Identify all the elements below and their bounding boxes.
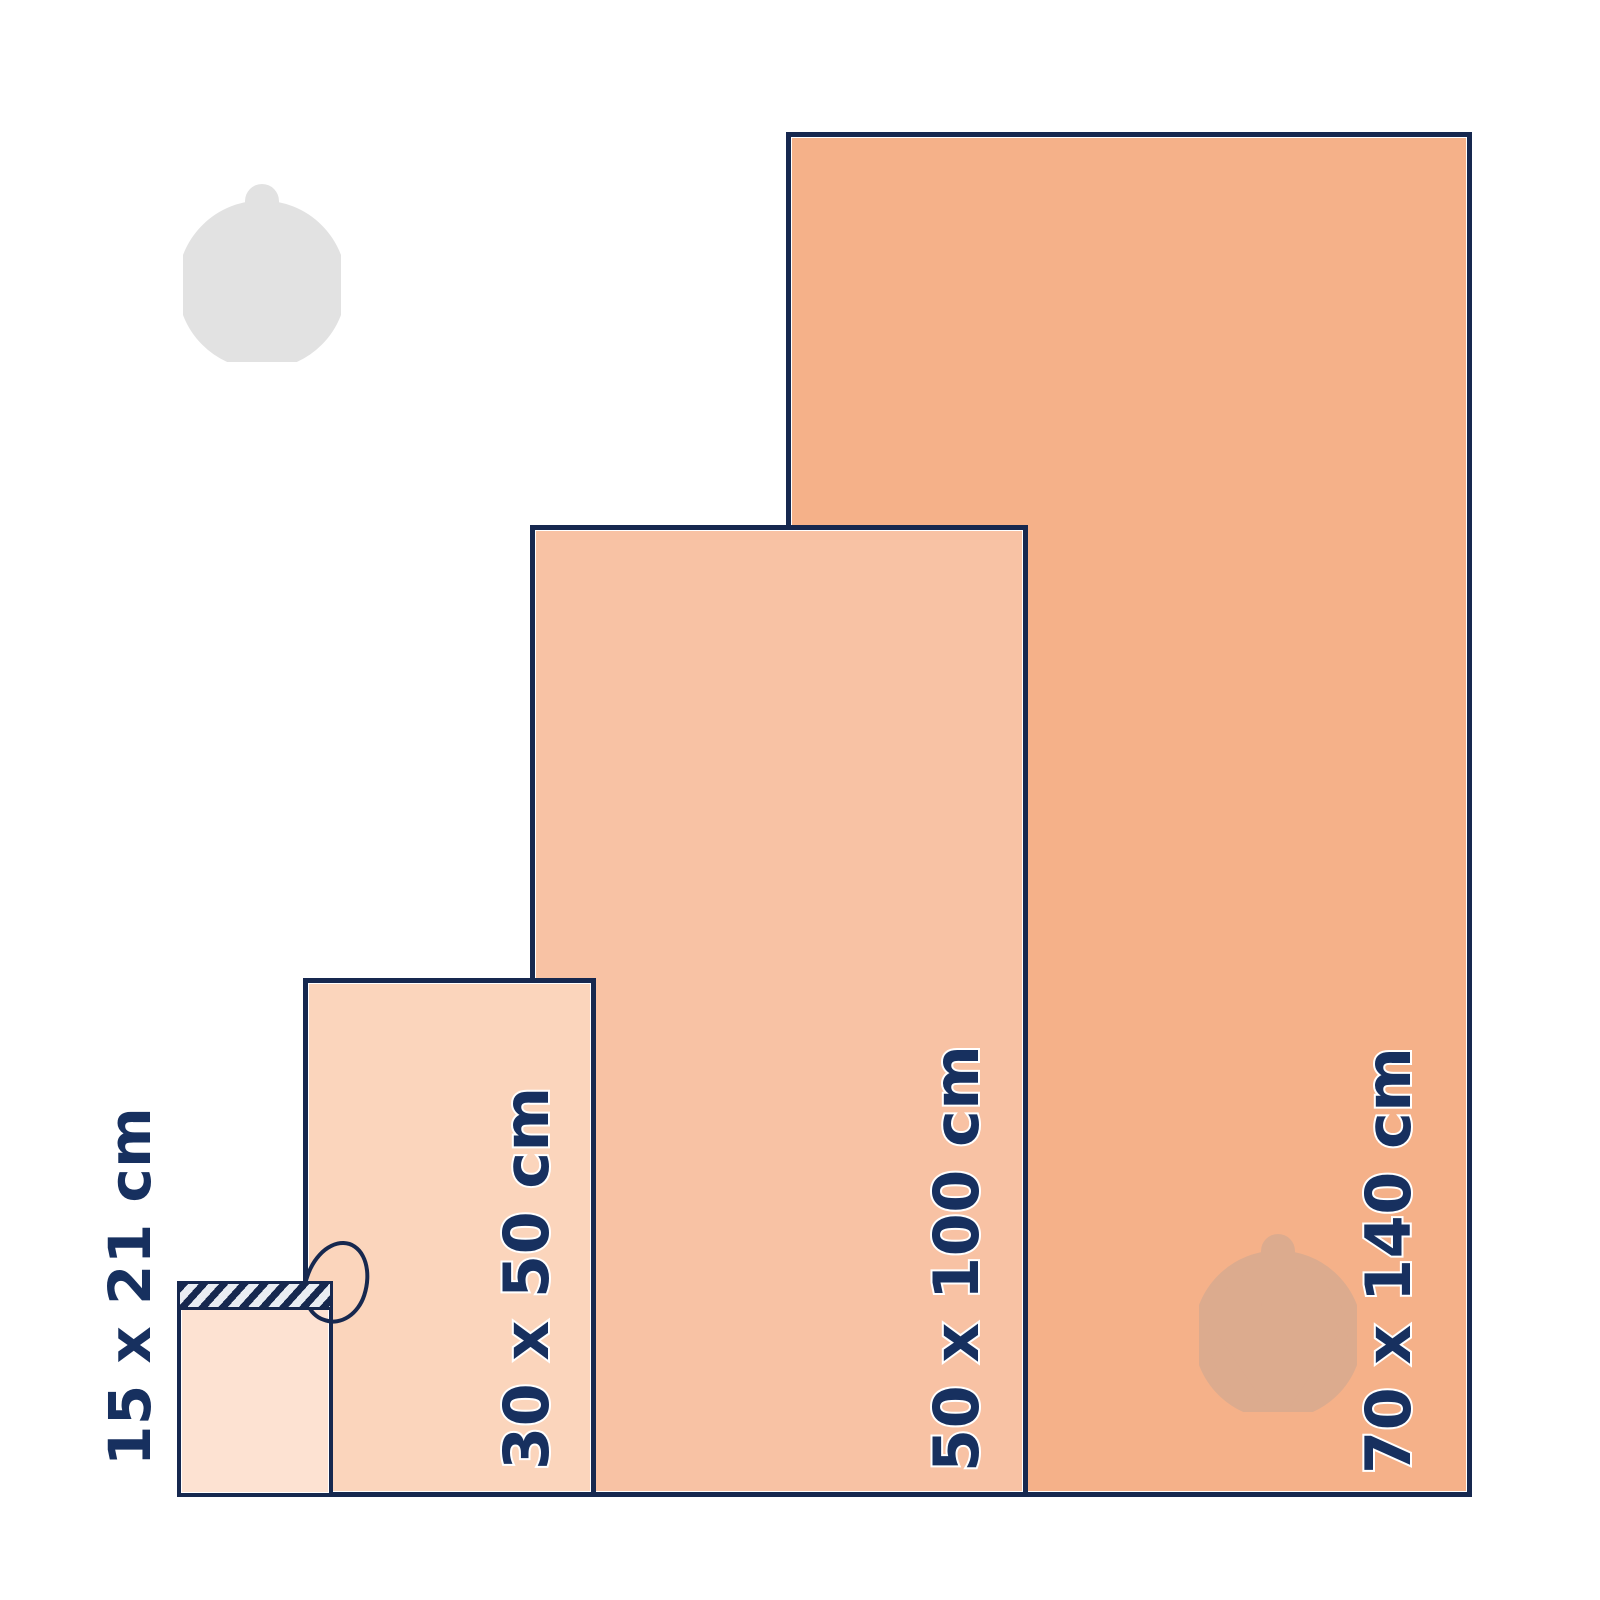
towel-15x21-hatched-band xyxy=(177,1281,333,1310)
size-label-70x140: 70 x 140 cm xyxy=(1350,1045,1427,1476)
size-label-30x50: 30 x 50 cm xyxy=(488,1084,565,1472)
watermark-top-left xyxy=(177,176,347,370)
size-label-50x100: 50 x 100 cm xyxy=(918,1043,995,1474)
towel-rect-15x21 xyxy=(177,1232,381,1502)
trowel-in-circle-icon xyxy=(177,184,347,370)
towel-rect-50x100 xyxy=(530,525,1028,1497)
towel-15x21-body xyxy=(177,1281,333,1497)
size-label-15x21: 15 x 21 cm xyxy=(94,1105,166,1468)
diagonal-hatch-pattern xyxy=(180,1284,330,1307)
towel-rect-30x50 xyxy=(303,978,596,1497)
